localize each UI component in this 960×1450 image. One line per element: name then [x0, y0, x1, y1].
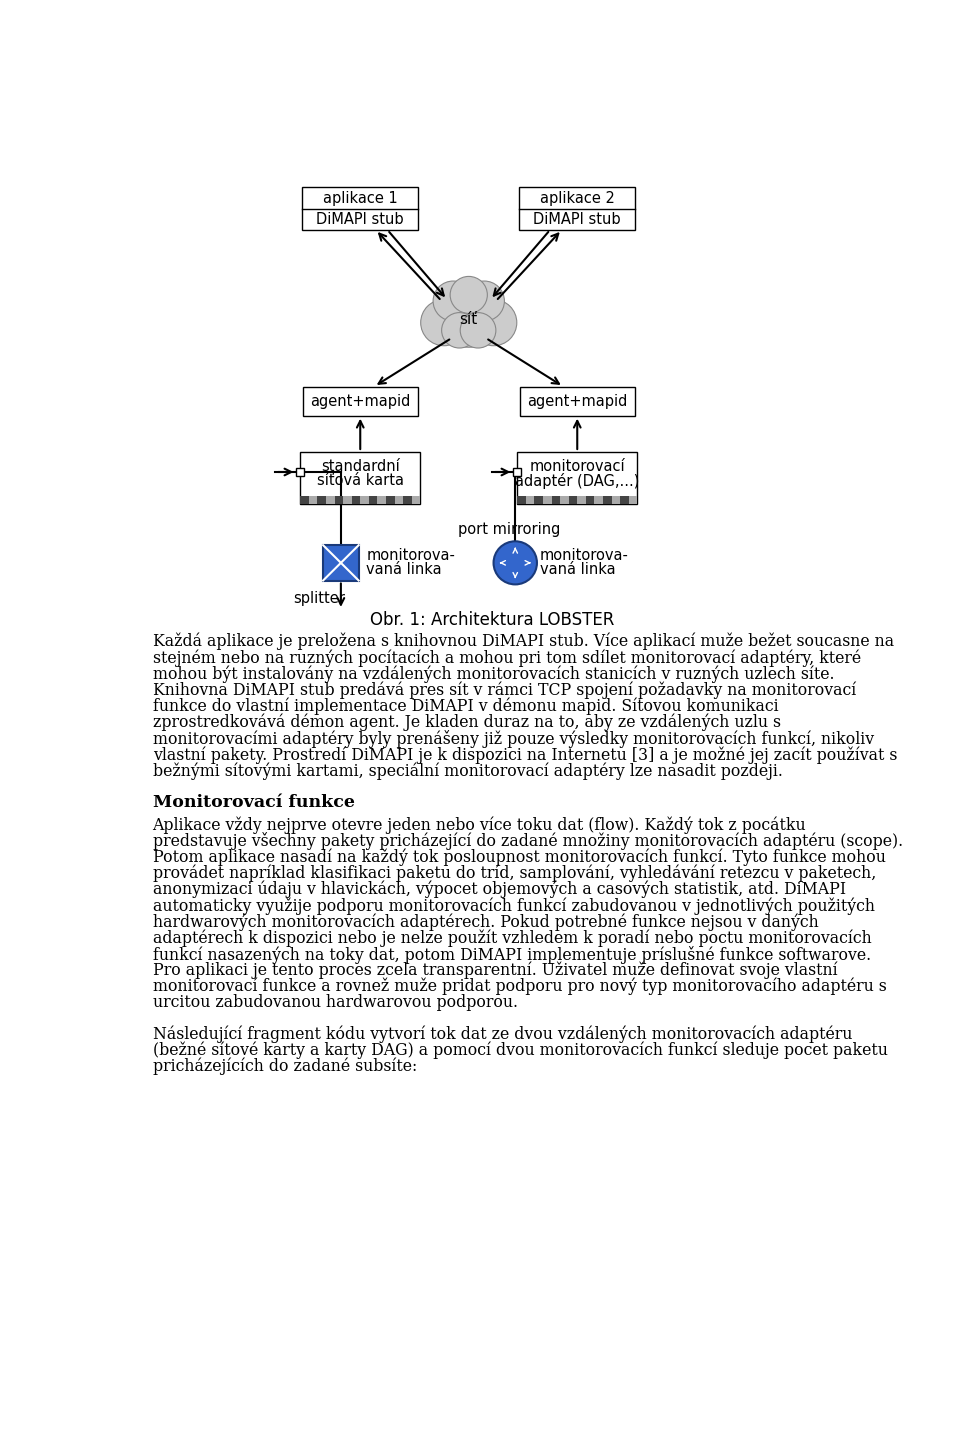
Bar: [334, 496, 343, 505]
Bar: [386, 496, 395, 505]
Circle shape: [442, 313, 477, 348]
Text: mohou být instalovány na vzdálených monitorovacích stanicích v ruzných uzlech sí: mohou být instalovány na vzdálených moni…: [153, 666, 834, 683]
Bar: [594, 496, 603, 505]
Text: Potom aplikace nasadí na každý tok posloupnost monitorovacích funkcí. Tyto funkc: Potom aplikace nasadí na každý tok poslo…: [153, 848, 885, 866]
Bar: [403, 496, 412, 505]
Text: hardwarových monitorovacích adaptérech. Pokud potrebné funkce nejsou v daných: hardwarových monitorovacích adaptérech. …: [153, 914, 818, 931]
Text: anonymizaci údaju v hlavickách, výpocet objemových a casových statistik, atd. Di: anonymizaci údaju v hlavickách, výpocet …: [153, 880, 846, 899]
Bar: [326, 496, 334, 505]
Text: zprostredkovává démon agent. Je kladen duraz na to, aby ze vzdálených uzlu s: zprostredkovává démon agent. Je kladen d…: [153, 713, 780, 731]
Text: aplikace 1: aplikace 1: [323, 190, 397, 206]
Bar: [324, 545, 359, 580]
Bar: [526, 496, 535, 505]
Circle shape: [470, 300, 516, 345]
Text: vlastní pakety. Prostredí DiMAPI je k dispozici na Internetu [3] a je možné jej : vlastní pakety. Prostredí DiMAPI je k di…: [153, 747, 897, 764]
Bar: [517, 496, 526, 505]
Text: DiMAPI stub: DiMAPI stub: [534, 212, 621, 226]
Text: agent+mapid: agent+mapid: [527, 393, 628, 409]
Bar: [560, 496, 568, 505]
Text: DiMAPI stub: DiMAPI stub: [317, 212, 404, 226]
Bar: [520, 387, 635, 416]
Text: port mirroring: port mirroring: [458, 522, 561, 538]
Bar: [300, 452, 420, 505]
Text: Obr. 1: Architektura LOBSTER: Obr. 1: Architektura LOBSTER: [370, 612, 614, 629]
Circle shape: [450, 277, 488, 313]
Bar: [620, 496, 629, 505]
Text: stejném nebo na ruzných pocítacích a mohou pri tom sdílet monitorovací adaptéry,: stejném nebo na ruzných pocítacích a moh…: [153, 650, 861, 667]
Text: monitorova-: monitorova-: [540, 548, 629, 564]
Bar: [343, 496, 351, 505]
Circle shape: [438, 286, 500, 347]
Bar: [303, 387, 418, 416]
Bar: [551, 496, 560, 505]
Bar: [577, 496, 586, 505]
Text: funkcí nasazených na toky dat, potom DiMAPI implementuje príslušné funkce softwa: funkcí nasazených na toky dat, potom DiM…: [153, 945, 871, 964]
Text: agent+mapid: agent+mapid: [310, 393, 411, 409]
Bar: [543, 496, 551, 505]
Bar: [612, 496, 620, 505]
Bar: [568, 496, 577, 505]
Text: vaná linka: vaná linka: [367, 563, 442, 577]
Text: automaticky využije podporu monitorovacích funkcí zabudovanou v jednotlivých pou: automaticky využije podporu monitorovací…: [153, 898, 875, 915]
Bar: [412, 496, 420, 505]
Bar: [318, 496, 326, 505]
Bar: [297, 468, 304, 476]
Text: aplikace 2: aplikace 2: [540, 190, 614, 206]
Bar: [517, 452, 637, 505]
Bar: [369, 496, 377, 505]
Text: monitorovacími adaptéry byly prenášeny již pouze výsledky monitorovacích funkcí,: monitorovacími adaptéry byly prenášeny j…: [153, 729, 874, 748]
Circle shape: [420, 300, 468, 345]
Circle shape: [493, 541, 537, 584]
Text: Monitorovací funkce: Monitorovací funkce: [153, 793, 354, 811]
Text: bežnými sítovými kartami, speciální monitorovací adaptéry lze nasadit pozdeji.: bežnými sítovými kartami, speciální moni…: [153, 763, 782, 780]
Text: adaptér (DAG,...): adaptér (DAG,...): [516, 473, 639, 489]
Text: monitorova-: monitorova-: [367, 548, 455, 564]
Bar: [514, 468, 521, 476]
Text: predstavuje všechny pakety pricházející do zadané množiny monitorovacích adaptér: predstavuje všechny pakety pricházející …: [153, 832, 902, 850]
Text: síť: síť: [460, 312, 478, 328]
Bar: [586, 496, 594, 505]
Circle shape: [433, 281, 473, 320]
Bar: [351, 496, 360, 505]
Text: Knihovna DiMAPI stub predává pres sít v rámci TCP spojení požadavky na monitorov: Knihovna DiMAPI stub predává pres sít v …: [153, 682, 855, 699]
Text: monitorovací: monitorovací: [529, 460, 625, 474]
Text: provádet napríklad klasifikaci paketu do tríd, samplování, vyhledávání retezcu v: provádet napríklad klasifikaci paketu do…: [153, 864, 876, 882]
Bar: [395, 496, 403, 505]
Text: standardní: standardní: [321, 460, 399, 474]
Bar: [629, 496, 637, 505]
Bar: [300, 496, 309, 505]
Text: splitter: splitter: [293, 592, 345, 606]
Text: funkce do vlastní implementace DiMAPI v démonu mapid. Sítovou komunikaci: funkce do vlastní implementace DiMAPI v …: [153, 697, 779, 715]
Text: Následující fragment kódu vytvorí tok dat ze dvou vzdálených monitorovacích adap: Následující fragment kódu vytvorí tok da…: [153, 1025, 852, 1043]
Text: (bežné sítové karty a karty DAG) a pomocí dvou monitorovacích funkcí sleduje poc: (bežné sítové karty a karty DAG) a pomoc…: [153, 1041, 887, 1060]
Bar: [535, 496, 543, 505]
Text: Pro aplikaci je tento proces zcela transparentní. Uživatel muže definovat svoje : Pro aplikaci je tento proces zcela trans…: [153, 961, 837, 979]
Text: síťová karta: síťová karta: [317, 473, 404, 489]
Text: Každá aplikace je preložena s knihovnou DiMAPI stub. Více aplikací muže bežet so: Každá aplikace je preložena s knihovnou …: [153, 632, 894, 651]
Text: Aplikace vždy nejprve otevre jeden nebo více toku dat (flow). Každý tok z pocátk: Aplikace vždy nejprve otevre jeden nebo …: [153, 816, 806, 834]
Text: monitorovací funkce a rovnež muže pridat podporu pro nový typ monitorovacího ada: monitorovací funkce a rovnež muže pridat…: [153, 977, 886, 995]
Text: vaná linka: vaná linka: [540, 563, 615, 577]
Bar: [309, 496, 318, 505]
Bar: [603, 496, 612, 505]
Circle shape: [464, 281, 504, 320]
Bar: [302, 187, 419, 231]
Bar: [519, 187, 636, 231]
Text: adaptérech k dispozici nebo je nelze použít vzhledem k poradí nebo poctu monitor: adaptérech k dispozici nebo je nelze pou…: [153, 929, 872, 947]
Text: urcitou zabudovanou hardwarovou podporou.: urcitou zabudovanou hardwarovou podporou…: [153, 995, 517, 1011]
Circle shape: [460, 313, 496, 348]
Bar: [360, 496, 369, 505]
Bar: [377, 496, 386, 505]
Text: pricházejících do zadané subsíte:: pricházejících do zadané subsíte:: [153, 1058, 417, 1076]
